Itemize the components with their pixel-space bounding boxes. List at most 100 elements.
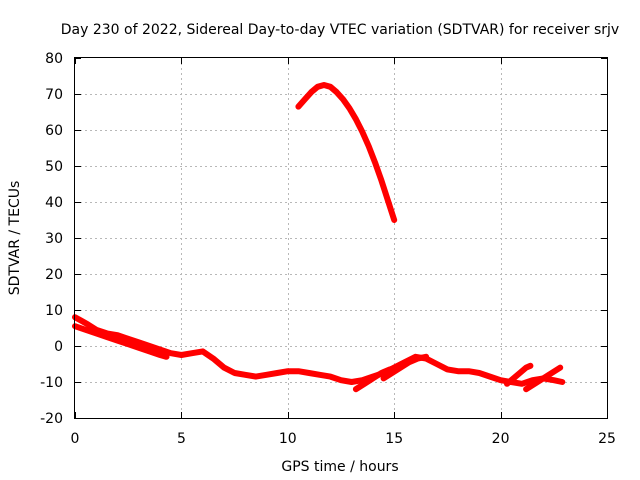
data-point bbox=[517, 370, 523, 376]
data-point bbox=[302, 96, 308, 102]
x-tick-label: 25 bbox=[598, 431, 616, 447]
data-point bbox=[444, 366, 450, 372]
data-point bbox=[415, 356, 421, 362]
data-point bbox=[317, 372, 323, 378]
data-point bbox=[93, 330, 99, 336]
y-tick-label: 30 bbox=[45, 231, 63, 247]
data-point bbox=[295, 104, 301, 110]
y-tick-label: 10 bbox=[45, 303, 63, 319]
data-point bbox=[125, 336, 131, 342]
data-point bbox=[423, 354, 429, 360]
data-point bbox=[523, 365, 529, 371]
data-point bbox=[370, 375, 376, 381]
data-point bbox=[264, 372, 269, 378]
data-point bbox=[136, 339, 142, 345]
data-point bbox=[164, 354, 169, 360]
data-point bbox=[200, 348, 206, 354]
data-point bbox=[327, 84, 333, 90]
data-point bbox=[315, 84, 321, 90]
series-line-satellite-arc-early-b bbox=[72, 323, 170, 360]
data-point bbox=[557, 365, 563, 371]
data-point bbox=[340, 96, 346, 102]
data-point bbox=[378, 370, 384, 376]
data-point bbox=[391, 217, 397, 223]
data-point bbox=[78, 318, 84, 324]
tick-layer: 0 5 10 15 20 25 -20 -10 0 10 20 30 40 50 60 70 80 bbox=[40, 51, 616, 447]
data-point bbox=[487, 374, 493, 380]
y-axis-title: SDTVAR / TECUs bbox=[7, 181, 23, 296]
data-point bbox=[353, 116, 359, 122]
y-tick-label: -10 bbox=[40, 375, 63, 391]
data-point bbox=[178, 352, 184, 358]
data-point bbox=[523, 386, 529, 392]
data-point bbox=[125, 341, 131, 347]
data-point bbox=[498, 377, 504, 383]
y-tick-label: 50 bbox=[45, 159, 63, 175]
x-tick-label: 0 bbox=[71, 431, 80, 447]
data-point bbox=[157, 347, 163, 353]
x-tick-label: 10 bbox=[279, 431, 297, 447]
x-tick-label: 20 bbox=[492, 431, 510, 447]
chart-title: Day 230 of 2022, Sidereal Day-to-day VTE… bbox=[61, 22, 619, 38]
x-tick-label: 5 bbox=[177, 431, 186, 447]
data-point bbox=[115, 332, 121, 338]
y-tick-label: 70 bbox=[45, 87, 63, 103]
data-point bbox=[306, 370, 312, 376]
data-point bbox=[406, 359, 412, 365]
data-point bbox=[136, 345, 142, 351]
data-point bbox=[347, 105, 352, 111]
data-point bbox=[85, 321, 91, 327]
data-point bbox=[147, 343, 152, 349]
y-tick-label: -20 bbox=[40, 411, 63, 427]
data-point bbox=[157, 352, 163, 358]
data-point bbox=[551, 377, 557, 383]
data-point bbox=[385, 197, 391, 203]
y-tick-label: 20 bbox=[45, 267, 63, 283]
data-point bbox=[359, 129, 365, 135]
series-layer bbox=[72, 82, 566, 393]
data-point bbox=[353, 386, 359, 392]
data-point bbox=[519, 381, 525, 387]
data-point bbox=[295, 368, 301, 374]
y-tick-label: 80 bbox=[45, 51, 63, 67]
data-point bbox=[274, 370, 280, 376]
data-point bbox=[232, 370, 238, 376]
data-point bbox=[559, 379, 565, 385]
data-point bbox=[221, 365, 227, 371]
series-line-satellite-arc-high bbox=[295, 82, 398, 223]
data-point bbox=[83, 327, 89, 333]
data-point bbox=[398, 365, 404, 371]
data-point bbox=[532, 381, 538, 387]
data-point bbox=[285, 368, 291, 374]
data-point bbox=[115, 338, 121, 344]
y-tick-label: 60 bbox=[45, 123, 63, 139]
data-point bbox=[147, 348, 152, 354]
data-point bbox=[338, 377, 344, 383]
y-tick-label: 40 bbox=[45, 195, 63, 211]
data-point bbox=[253, 374, 259, 380]
data-point bbox=[510, 375, 516, 381]
data-point bbox=[381, 375, 387, 381]
plot-frame bbox=[74, 57, 608, 419]
x-tick-label: 15 bbox=[385, 431, 403, 447]
data-point bbox=[372, 159, 378, 165]
data-point bbox=[327, 374, 333, 380]
data-point bbox=[321, 82, 327, 88]
data-point bbox=[476, 370, 482, 376]
data-point bbox=[549, 370, 555, 376]
data-point bbox=[308, 89, 314, 95]
data-point bbox=[349, 379, 355, 385]
data-point bbox=[242, 372, 248, 378]
x-axis-title: GPS time / hours bbox=[281, 459, 398, 475]
data-point bbox=[168, 350, 174, 356]
data-point bbox=[389, 370, 395, 376]
data-point bbox=[189, 350, 195, 356]
y-tick-label: 0 bbox=[54, 339, 63, 355]
data-point bbox=[378, 177, 384, 183]
data-point bbox=[466, 368, 472, 374]
data-point bbox=[104, 334, 110, 340]
data-point bbox=[361, 381, 367, 387]
data-point bbox=[540, 375, 546, 381]
data-point bbox=[504, 381, 510, 387]
